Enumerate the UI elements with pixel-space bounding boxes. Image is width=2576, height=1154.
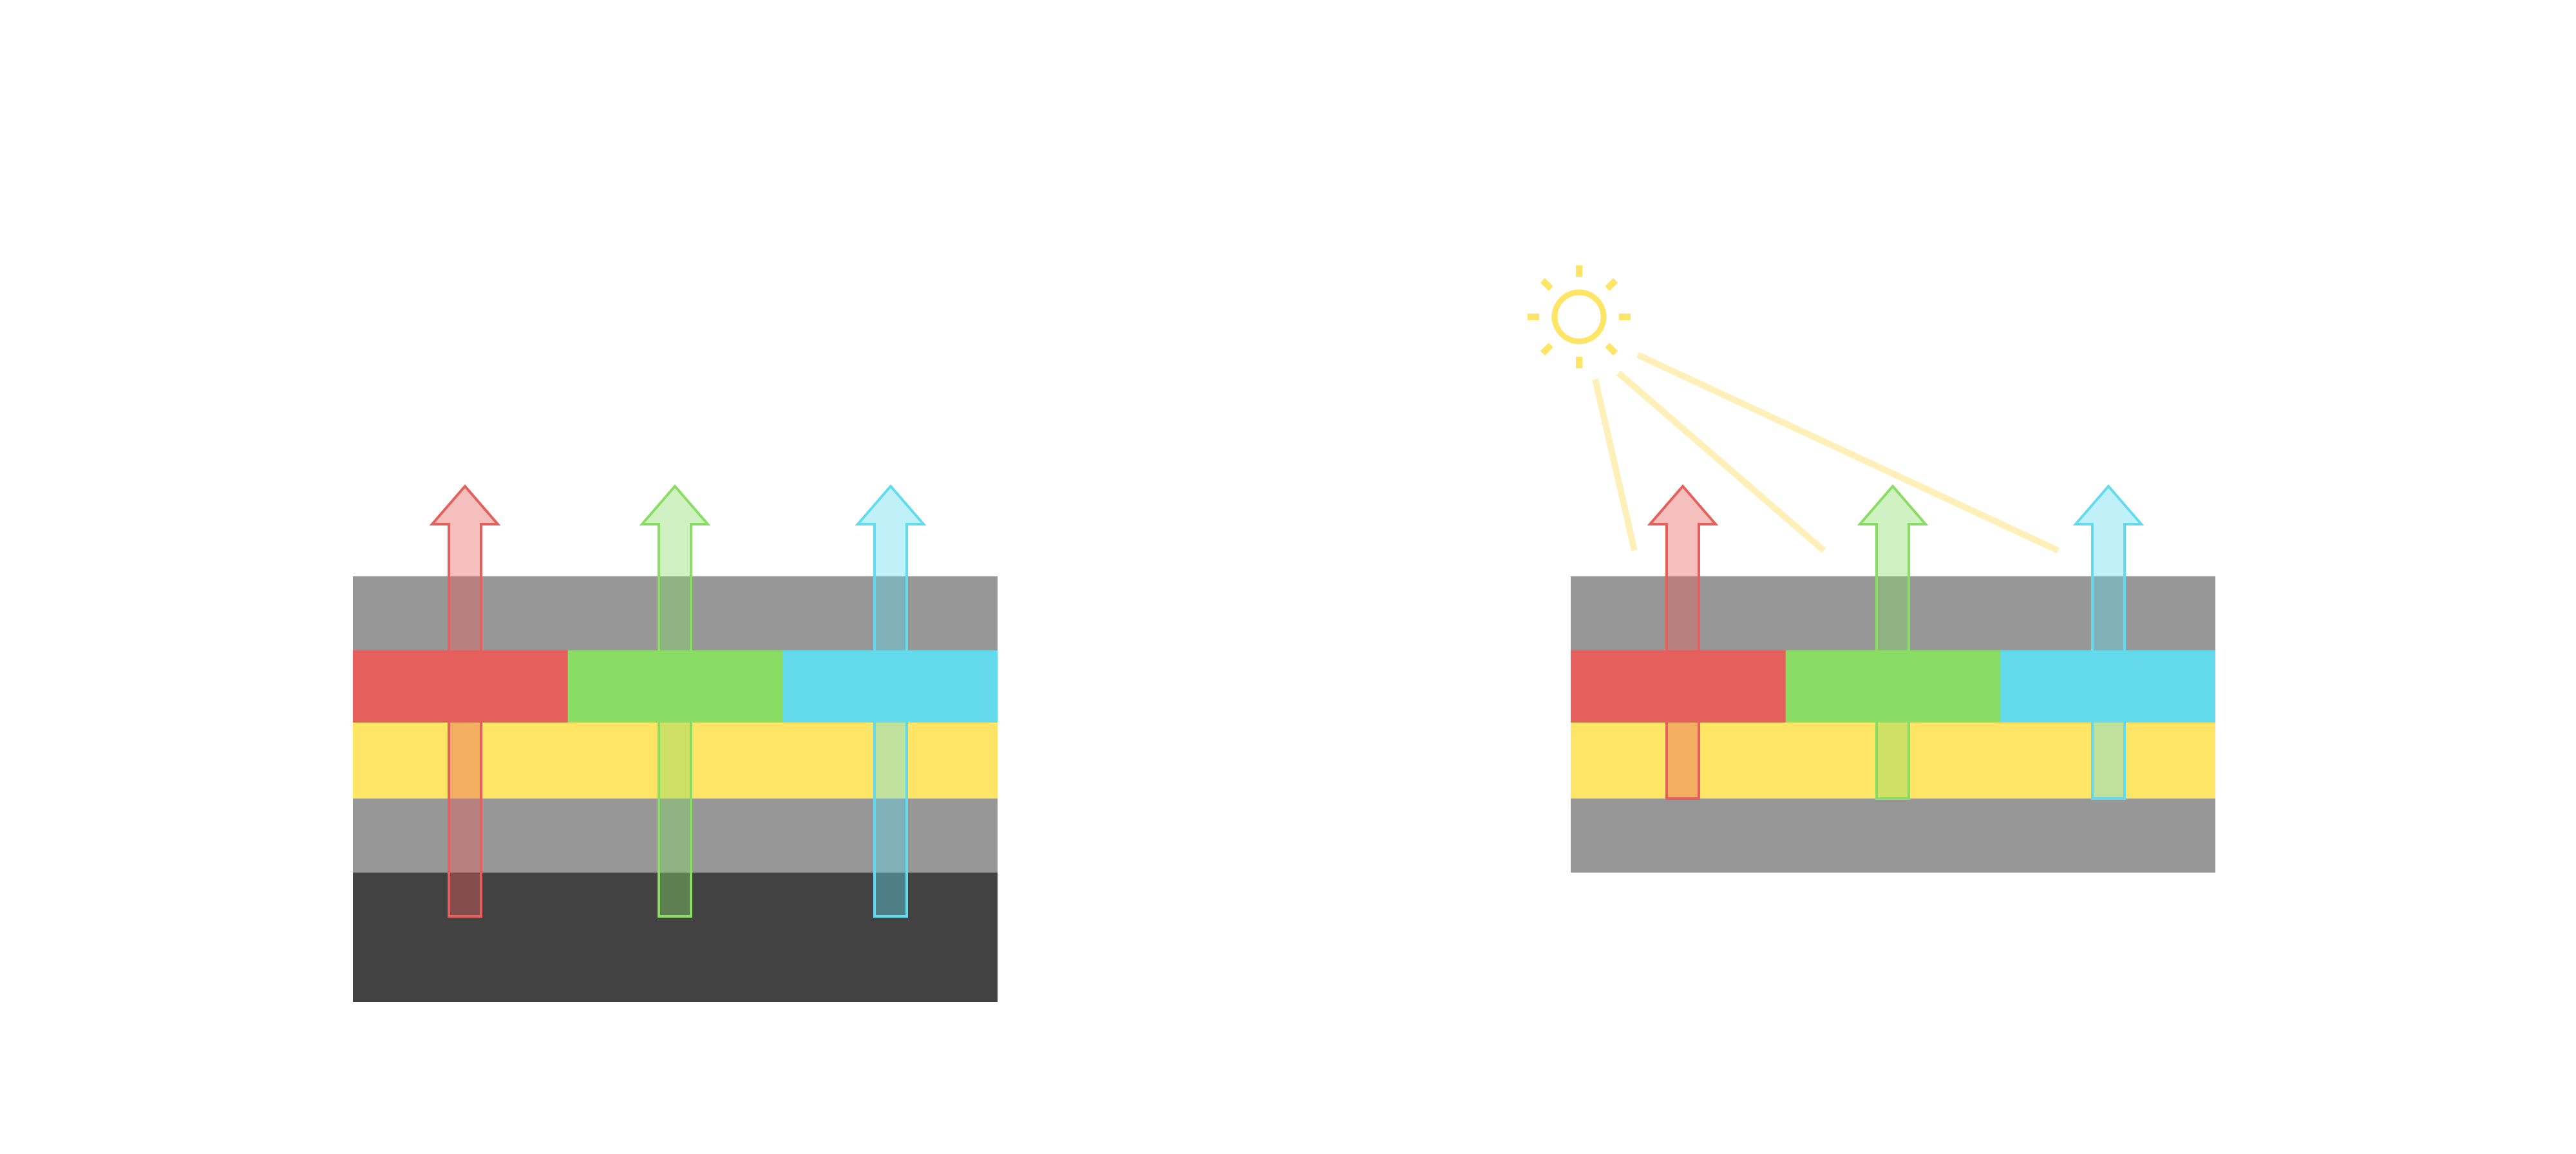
- backlight-layer: [353, 873, 998, 1002]
- top-gray-layer: [353, 576, 998, 650]
- incident-light-ray: [1616, 370, 1826, 553]
- panel-reflective-display-stack: [1528, 265, 2215, 873]
- sun-ray: [1540, 343, 1553, 356]
- cyan-filter: [2000, 650, 2215, 723]
- sun-disc: [1551, 289, 1607, 345]
- top-gray-layer: [1571, 576, 2215, 650]
- up-arrow-green-icon: [1857, 484, 1929, 800]
- up-arrow-cyan-icon: [2072, 484, 2145, 800]
- incident-light-ray: [1592, 378, 1638, 552]
- sun-icon: [1528, 265, 1631, 368]
- up-arrow-cyan-icon: [855, 484, 927, 918]
- bottom-gray-layer: [353, 799, 998, 873]
- sun-ray: [1605, 343, 1618, 356]
- sun-ray: [1605, 278, 1618, 291]
- yellow-layer: [353, 723, 998, 799]
- up-arrow-red-icon: [429, 484, 501, 918]
- green-filter: [1785, 650, 2002, 723]
- up-arrow-green-icon: [639, 484, 711, 918]
- bottom-gray-layer: [1571, 799, 2215, 873]
- red-filter: [1571, 650, 1786, 723]
- up-arrow-red-icon: [1647, 484, 1719, 800]
- cyan-filter: [782, 650, 998, 723]
- sun-ray: [1540, 278, 1553, 291]
- incident-light-ray: [1636, 352, 2060, 554]
- panel-emissive-display-stack: [353, 484, 998, 1002]
- red-filter: [353, 650, 569, 723]
- green-filter: [567, 650, 784, 723]
- yellow-layer: [1571, 723, 2215, 799]
